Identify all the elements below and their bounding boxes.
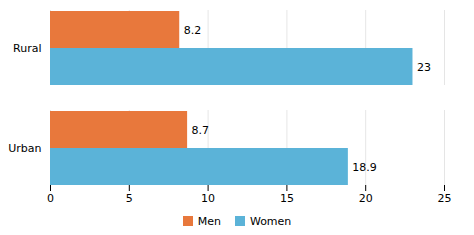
svg-text:Rural: Rural (13, 42, 41, 55)
svg-text:0: 0 (47, 192, 54, 205)
svg-text:25: 25 (438, 192, 452, 205)
svg-text:8.7: 8.7 (192, 124, 210, 137)
svg-text:10: 10 (201, 192, 215, 205)
svg-text:Urban: Urban (8, 142, 41, 155)
svg-text:8.2: 8.2 (184, 24, 202, 37)
html-text:Men: Men (197, 214, 221, 228)
svg-text:15: 15 (280, 192, 294, 205)
svg-text:23: 23 (417, 61, 431, 74)
html-text:Women: Women (249, 214, 292, 228)
svg-text:18.9: 18.9 (352, 161, 377, 174)
svg-text:20: 20 (359, 192, 373, 205)
svg-text:5: 5 (126, 192, 133, 205)
